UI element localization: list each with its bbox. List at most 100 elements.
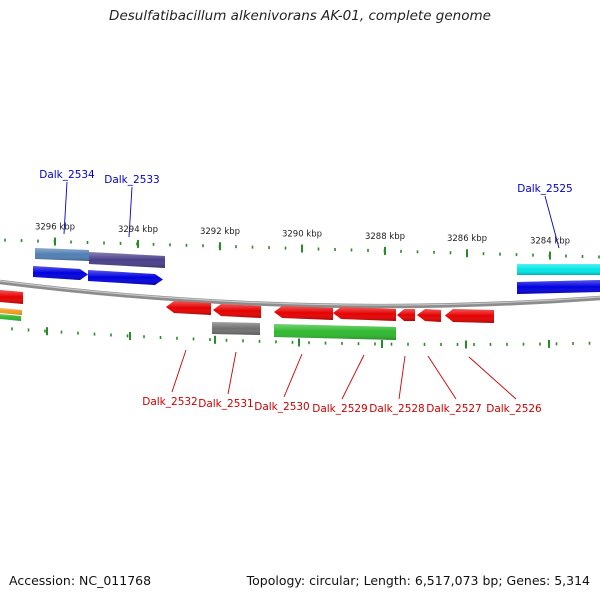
outer-ring-dot: [37, 239, 39, 243]
outer-ring-dot: [70, 240, 72, 244]
inner-ring-dot: [308, 341, 310, 345]
gene-dalk-2530-shading: [274, 306, 333, 320]
gene-leader-line: [171, 349, 187, 393]
outer-ring-dot: [367, 248, 369, 252]
outer-ring-dot: [565, 254, 567, 258]
page-title: Desulfatibacillum alkenivorans AK-01, co…: [109, 8, 491, 24]
inner-ring-dot: [291, 340, 294, 344]
scale-label: 3290 kbp: [282, 230, 322, 240]
inner-ring-dot: [324, 341, 327, 345]
gene-label-top: Dalk_2533: [104, 174, 160, 186]
inner-ring-dot: [522, 342, 525, 346]
inner-ring-dot: [374, 342, 376, 346]
gene-label-bottom: Dalk_2531: [198, 398, 254, 410]
outer-ring-dot: [202, 244, 204, 248]
gene-leader-line: [544, 195, 560, 249]
gene-label-top: Dalk_2525: [517, 183, 573, 195]
scale-label: 3286 kbp: [447, 234, 487, 244]
inner-ring-dot: [60, 330, 63, 334]
gene-green-edge-shading: [0, 314, 21, 321]
inner-ring-dot: [506, 342, 508, 346]
gene-leader-line: [283, 353, 303, 398]
outer-ring-dot: [185, 243, 188, 247]
inner-ring-dot: [390, 342, 393, 346]
outer-ring-dot: [433, 250, 435, 254]
outer-ring-dot: [235, 245, 237, 249]
outer-ring-dot: [400, 249, 402, 253]
gene-leader-line: [227, 351, 237, 395]
gene-dalk-2534-shading: [35, 248, 89, 261]
outer-ring-dot: [350, 248, 353, 252]
gene-label-bottom: Dalk_2527: [426, 403, 482, 415]
outer-ring-dot: [284, 246, 287, 250]
gene-dalk-2532-shading: [166, 301, 211, 315]
genome-summary-text: Topology: circular; Length: 6,517,073 bp…: [246, 573, 590, 588]
gene-dalk-2528-shading: [397, 309, 415, 321]
inner-ring-dot: [225, 338, 228, 342]
gene-label-top: Dalk_2534: [39, 169, 95, 181]
inner-ring-dot: [176, 336, 178, 340]
outer-ring-dot: [251, 245, 254, 249]
gene-blue-left-2-shading: [88, 270, 163, 285]
scale-label: 3288 kbp: [365, 232, 405, 242]
scale-label: 3284 kbp: [530, 237, 570, 247]
gene-dalk-2529-green-shading: [274, 324, 396, 340]
inner-ring-dot: [588, 341, 591, 345]
inner-ring-dot: [126, 334, 129, 338]
gene-leader-line: [128, 186, 133, 238]
inner-ring-dot: [539, 342, 541, 346]
inner-ring-dot: [77, 331, 79, 335]
outer-ring-dot: [482, 252, 485, 256]
inner-ring-dot: [341, 341, 343, 345]
gene-label-bottom: Dalk_2530: [254, 401, 310, 413]
inner-ring-dot: [357, 342, 360, 346]
inner-ring-dot: [456, 343, 459, 347]
gene-dalk-2531-shading: [213, 304, 261, 318]
inner-ring-dot: [27, 328, 30, 332]
gene-leader-line: [398, 355, 406, 400]
inner-ring-dot: [44, 329, 46, 333]
gene-leader-line: [468, 356, 517, 400]
outer-ring-dot: [532, 253, 534, 257]
gene-leader-line: [63, 181, 68, 235]
inner-ring-dot: [11, 327, 13, 331]
scale-label: 3296 kbp: [35, 223, 75, 233]
outer-ring-dot: [334, 247, 336, 251]
outer-ring-dot: [416, 250, 419, 254]
outer-ring-dot: [449, 251, 452, 255]
gene-label-bottom: Dalk_2532: [142, 396, 198, 408]
inner-ring-dot: [440, 342, 442, 346]
gene-orange-edge-shading: [0, 308, 22, 315]
inner-ring-dot: [110, 333, 112, 337]
outer-ring-dot: [103, 241, 105, 245]
outer-ring-dot: [515, 253, 518, 257]
gene-blue-left-1-shading: [33, 266, 88, 280]
gene-dalk-2529-shading: [333, 307, 396, 321]
scale-label: 3294 kbp: [118, 225, 158, 235]
inner-ring-dot: [242, 339, 244, 343]
gene-red-edge-shading: [0, 290, 23, 304]
inner-ring-dot: [423, 342, 426, 346]
gene-gray-shading: [212, 322, 260, 335]
genome-backbone-arc: [0, 279, 600, 309]
outer-ring-dot: [317, 247, 320, 251]
gene-label-bottom: Dalk_2526: [486, 403, 542, 415]
inner-ring-dot: [159, 335, 162, 339]
gene-leader-line: [427, 355, 457, 400]
outer-ring-dot: [581, 255, 584, 259]
outer-ring-dot: [4, 238, 6, 242]
gene-blue-right-shading: [517, 280, 600, 294]
gene-dalk-2526-shading: [445, 309, 494, 323]
gene-label-bottom: Dalk_2529: [312, 403, 368, 415]
outer-ring-dot: [169, 243, 171, 247]
inner-dot-ring: [11, 327, 591, 347]
inner-ring-dot: [407, 342, 409, 346]
scale-label: 3292 kbp: [200, 227, 240, 237]
inner-ring-dot: [473, 342, 475, 346]
inner-ring-dot: [572, 342, 574, 346]
inner-ring-dot: [192, 337, 195, 341]
outer-ring-dot: [499, 252, 501, 256]
inner-ring-dot: [555, 342, 558, 346]
inner-ring-dot: [489, 342, 492, 346]
